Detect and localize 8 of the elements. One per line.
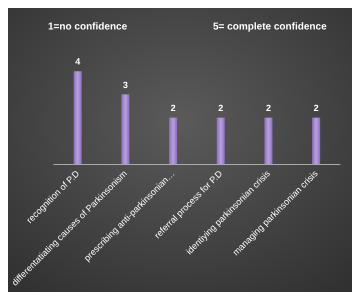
text: 5= complete confidence (213, 22, 328, 32)
data-label: 3 (122, 80, 128, 90)
data-label: 2 (170, 103, 176, 114)
data-label: 4 (75, 56, 80, 67)
data-label: 2 (266, 103, 271, 114)
data-label: 2 (218, 103, 224, 114)
text: 1=no confidence (48, 22, 128, 32)
data-label: 2 (314, 103, 319, 114)
